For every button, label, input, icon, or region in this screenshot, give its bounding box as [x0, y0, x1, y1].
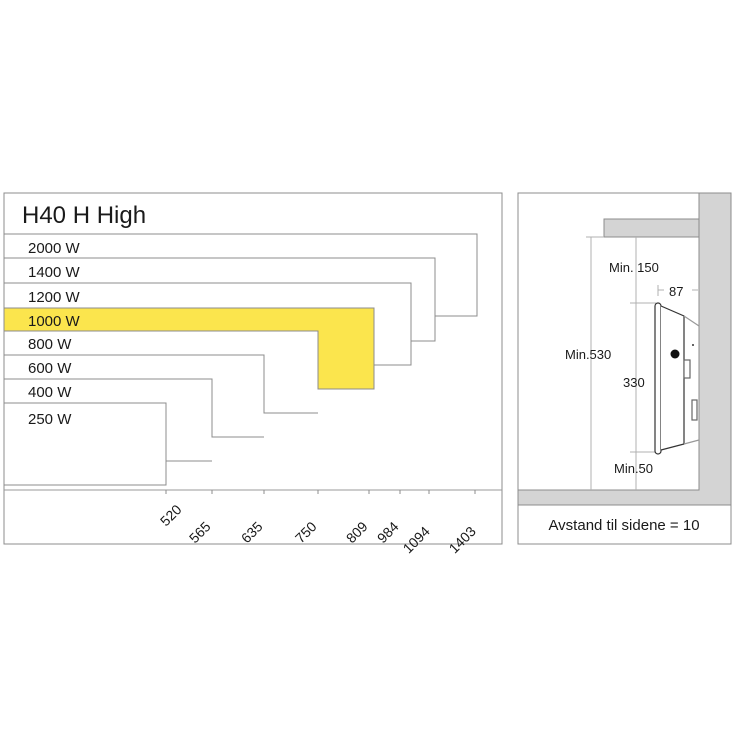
side-distance-note: Avstand til sidene = 10 — [548, 517, 699, 534]
dim-height: 330 — [623, 375, 645, 390]
chart-title: H40 H High — [22, 202, 146, 229]
bracket-1200w — [4, 282, 412, 366]
heater-front-panel — [654, 302, 662, 455]
row-label: 800 W — [28, 336, 72, 353]
axis-ticks — [165, 490, 476, 494]
dim-min-bottom: Min.50 — [614, 461, 653, 476]
dim-min-top: Min. 150 — [609, 260, 659, 275]
bracket-2000w — [4, 233, 478, 317]
power-width-table: H40 H High 2000 W 1400 W 1200 W 1000 W 8… — [3, 192, 503, 556]
heater-body — [660, 305, 685, 451]
row-label: 600 W — [28, 360, 72, 377]
shelf-above — [603, 218, 700, 238]
dim-min-total: Min.530 — [565, 347, 611, 362]
row-label: 2000 W — [28, 240, 81, 257]
installation-diagram: Min. 150 87 Min.530 330 Min.50 Avstand t… — [517, 192, 732, 545]
dim-depth: 87 — [669, 284, 683, 299]
right-panel-frame — [517, 192, 732, 545]
bracket-1400w — [4, 257, 436, 342]
bracket-800w — [4, 354, 318, 414]
bracket-600w — [4, 378, 264, 438]
row-label-highlighted: 1000 W — [28, 313, 81, 330]
power-button-icon — [670, 349, 680, 359]
row-label: 1400 W — [28, 264, 81, 281]
row-label: 1200 W — [28, 289, 81, 306]
row-label: 400 W — [28, 384, 72, 401]
heater-profile — [654, 302, 700, 455]
row-label: 250 W — [28, 411, 72, 428]
highlight-1000w — [3, 307, 375, 390]
bracket-250w — [4, 403, 167, 486]
